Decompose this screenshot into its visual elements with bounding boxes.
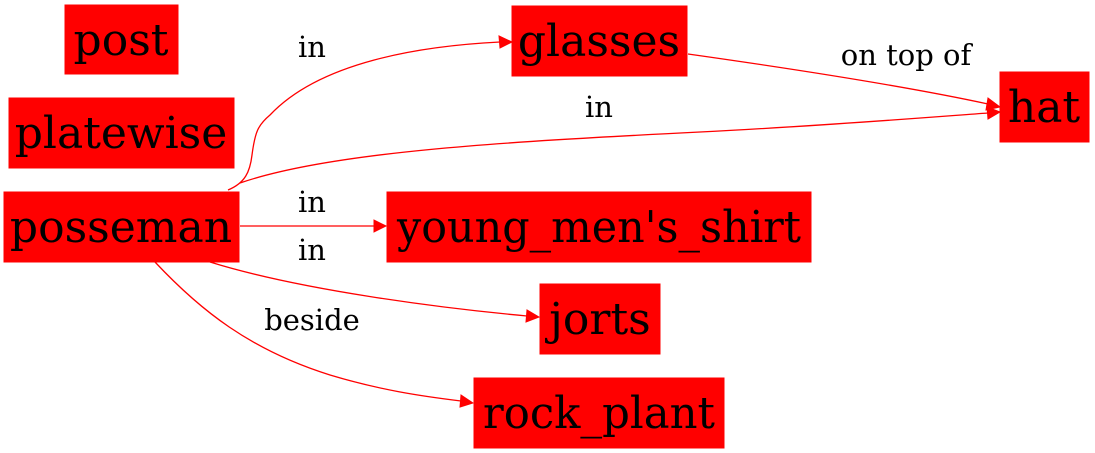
arrowhead — [459, 394, 475, 408]
edge-line — [239, 112, 989, 184]
arrowhead — [985, 97, 1002, 111]
arrowhead — [525, 309, 541, 323]
node-label: glasses — [518, 16, 680, 67]
node-glasses: glasses — [511, 5, 688, 77]
node-label: posseman — [10, 202, 232, 253]
node-box — [64, 4, 179, 75]
arrowhead — [498, 35, 514, 49]
node-box — [999, 71, 1090, 143]
node-box — [3, 191, 240, 263]
node-box — [8, 97, 235, 169]
edge-label: in — [298, 185, 326, 219]
edge-posseman-jorts: in — [209, 233, 541, 323]
edge-label: on top of — [841, 38, 974, 72]
node-box — [473, 377, 725, 449]
node-label: post — [74, 15, 169, 66]
edge-posseman-hat: in — [239, 90, 1002, 184]
edge-line — [209, 261, 528, 317]
node-label: rock_plant — [483, 388, 715, 439]
node-platewise: platewise — [8, 97, 235, 169]
node-label: hat — [1008, 82, 1081, 133]
arrowhead — [986, 106, 1002, 120]
edge-label: beside — [264, 303, 360, 337]
node-young-mens-shirt: young_men's_shirt — [386, 191, 812, 263]
node-box — [511, 5, 688, 77]
edge-line — [687, 53, 989, 105]
node-label: young_men's_shirt — [396, 202, 801, 253]
edge-line — [154, 261, 462, 402]
edge-label: in — [585, 90, 613, 124]
edge-posseman-rock-plant: beside — [154, 261, 475, 408]
node-box — [539, 283, 661, 355]
node-hat: hat — [999, 71, 1090, 143]
edge-label: in — [298, 233, 326, 267]
node-box — [386, 191, 812, 263]
edge-glasses-hat: on top of — [687, 38, 1002, 111]
edge-posseman-glasses: in — [227, 30, 514, 191]
arrowhead — [373, 219, 388, 233]
node-jorts: jorts — [539, 283, 661, 355]
edge-line — [227, 41, 501, 191]
node-label: jorts — [544, 294, 650, 345]
node-post: post — [64, 4, 179, 75]
edge-posseman-shirt: in — [240, 185, 388, 233]
node-rock-plant: rock_plant — [473, 377, 725, 449]
node-posseman: posseman — [3, 191, 240, 263]
edge-label: in — [298, 30, 326, 64]
node-label: platewise — [15, 108, 228, 159]
